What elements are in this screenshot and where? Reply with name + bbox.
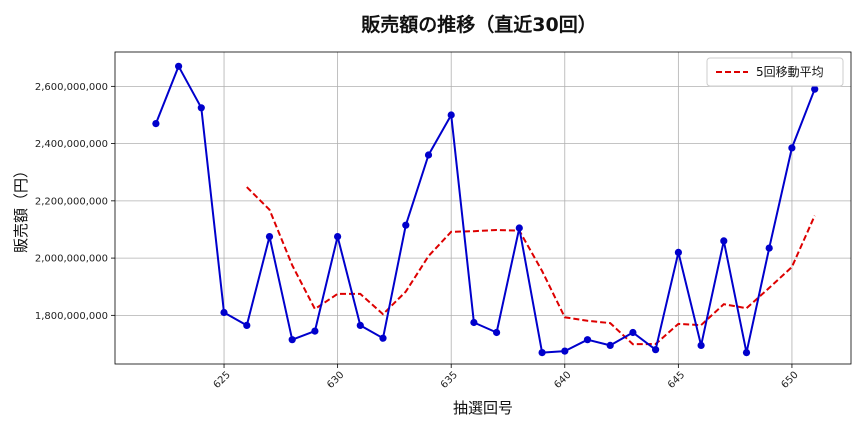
sales-point <box>629 328 637 337</box>
sales-point <box>379 334 387 342</box>
sales-point <box>175 62 183 70</box>
sales-point <box>447 111 455 119</box>
y-tick-label: 2,200,000,000 <box>35 196 108 207</box>
sales-point <box>493 328 501 337</box>
sales-point <box>265 233 274 241</box>
sales-point <box>811 85 819 93</box>
sales-point <box>538 349 546 357</box>
sales-point <box>606 341 614 349</box>
y-axis-label: 販売額（円） <box>12 163 30 253</box>
y-tick-label: 1,800,000,000 <box>35 311 108 322</box>
sales-point <box>424 151 433 159</box>
x-axis-label: 抽選回号 <box>453 399 513 417</box>
sales-point <box>311 327 319 335</box>
plot-area <box>114 51 852 365</box>
sales-point <box>697 341 705 349</box>
sales-point <box>402 221 410 229</box>
sales-point <box>583 336 592 344</box>
series-layer <box>152 62 819 357</box>
sales-point <box>356 321 364 329</box>
sales-point <box>243 321 251 329</box>
sales-point <box>561 347 569 355</box>
sales-point <box>470 318 478 327</box>
sales-point <box>674 248 683 256</box>
sales-point <box>152 120 160 128</box>
sales-point <box>652 346 660 354</box>
sales-point <box>220 308 228 317</box>
legend: 5回移動平均 <box>706 57 844 87</box>
sales-line <box>154 65 816 354</box>
sales-point <box>334 233 342 241</box>
y-tick-label: 2,600,000,000 <box>35 82 108 93</box>
y-tick-label: 2,000,000,000 <box>35 254 108 265</box>
sales-point <box>765 244 773 252</box>
sales-point <box>288 336 296 344</box>
moving-average-line <box>246 186 816 346</box>
sales-point <box>788 144 796 152</box>
sales-point <box>197 104 205 112</box>
sales-point <box>742 349 751 357</box>
chart-title: 販売額の推移（直近30回） <box>361 13 596 36</box>
y-tick-label: 2,400,000,000 <box>35 139 108 150</box>
sales-point <box>515 224 523 232</box>
legend-box <box>706 57 844 87</box>
legend-label-moving-average: 5回移動平均 <box>756 65 824 79</box>
sales-point <box>720 237 728 245</box>
